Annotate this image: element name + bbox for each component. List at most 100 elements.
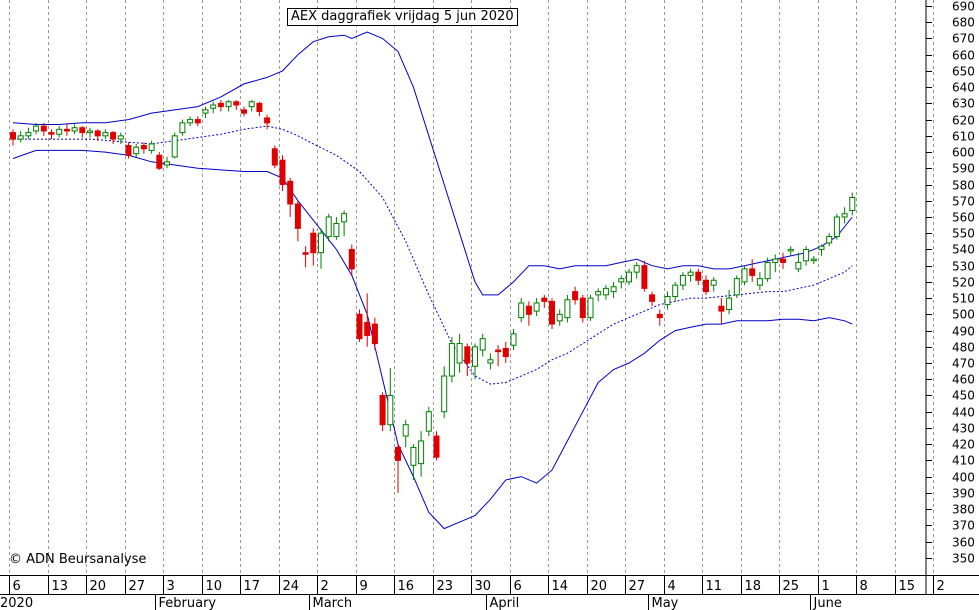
candle (633, 262, 640, 279)
x-tick-label: 27 (129, 579, 146, 594)
candle-body (826, 235, 833, 244)
candle-body (325, 216, 332, 237)
x-tick-label: 20 (591, 579, 608, 594)
candle-body (94, 130, 101, 137)
y-tick-label: 490 (952, 325, 975, 339)
candle (256, 101, 263, 117)
candle (418, 431, 425, 477)
candle-body (287, 180, 294, 205)
y-tick-label: 670 (952, 32, 975, 46)
candle (610, 281, 617, 299)
candle-body (487, 359, 494, 364)
candle (726, 290, 733, 315)
candle (649, 291, 656, 307)
y-tick-label: 590 (952, 162, 975, 176)
candle (795, 252, 802, 273)
candle-body (279, 159, 286, 186)
x-tick-label: 23 (437, 579, 454, 594)
candle (333, 216, 340, 240)
candle-body (464, 346, 471, 364)
candle-body (194, 119, 201, 124)
candle-body (241, 109, 247, 114)
candle (410, 444, 417, 480)
candle-body (495, 349, 502, 353)
candle (733, 275, 740, 299)
candle (572, 286, 579, 305)
y-tick-label: 560 (952, 211, 975, 225)
candle (787, 246, 794, 256)
candle-body (110, 132, 117, 140)
y-tick-label: 460 (952, 373, 975, 387)
candle (348, 244, 355, 276)
candle (810, 255, 817, 265)
candle (33, 122, 40, 135)
candle-body (48, 132, 55, 135)
candle (679, 272, 686, 290)
candle (510, 328, 517, 351)
candle-body (541, 297, 548, 302)
candle (595, 288, 602, 302)
candle (318, 228, 324, 269)
candle-body (164, 161, 170, 166)
candle-body (579, 297, 586, 319)
candle-body (841, 213, 848, 218)
candle-body (210, 104, 217, 109)
candle (780, 252, 786, 269)
candle (433, 431, 440, 461)
candle (564, 294, 571, 323)
candle-body (302, 252, 309, 255)
candle-body (425, 411, 432, 432)
candle (587, 294, 594, 321)
x-tick-label: 6 (13, 579, 21, 594)
candle-body (333, 222, 340, 237)
candle-body (549, 300, 555, 325)
candle (110, 130, 117, 144)
candle (672, 281, 679, 302)
month-label: March (313, 596, 353, 610)
candle-body (79, 127, 86, 134)
candle (695, 268, 702, 286)
y-tick-label: 640 (952, 81, 975, 95)
candle (25, 127, 32, 140)
candle-body (387, 394, 394, 426)
candle (133, 143, 140, 157)
x-tick-label: 10 (206, 579, 223, 594)
candle-body (849, 196, 856, 211)
candle (718, 298, 725, 325)
candle (279, 155, 286, 192)
y-tick-label: 660 (952, 49, 975, 63)
y-tick-label: 600 (952, 146, 975, 160)
candle (148, 140, 155, 154)
chart-title: AEX daggrafiek vrijdag 5 jun 2020 (287, 8, 518, 26)
candle-body (356, 313, 363, 340)
candle-body (741, 268, 748, 283)
candle-body (633, 265, 640, 273)
candle (479, 333, 486, 357)
candle (48, 129, 55, 140)
candle-body (63, 128, 70, 132)
candle-body (56, 128, 63, 135)
y-tick-label: 570 (952, 195, 975, 209)
candle-body (395, 446, 401, 461)
candle-body (117, 135, 124, 140)
y-tick-label: 610 (952, 130, 975, 144)
candle (63, 124, 70, 136)
candle (87, 127, 93, 138)
candle (117, 132, 124, 144)
candle-body (795, 261, 802, 270)
candle (533, 298, 540, 316)
y-tick-label: 550 (952, 227, 975, 241)
candle-body (641, 265, 648, 289)
candle-body (125, 145, 132, 156)
candle-body (441, 375, 448, 413)
candle (233, 100, 240, 110)
y-tick-label: 690 (952, 0, 975, 14)
candle (294, 200, 301, 242)
month-label: June (813, 596, 842, 610)
candle-body (595, 291, 602, 296)
vertical-gridlines (9, 0, 934, 574)
candle-body (587, 297, 594, 319)
candle (79, 126, 86, 138)
candle-body (564, 299, 571, 319)
candle-body (649, 294, 656, 302)
